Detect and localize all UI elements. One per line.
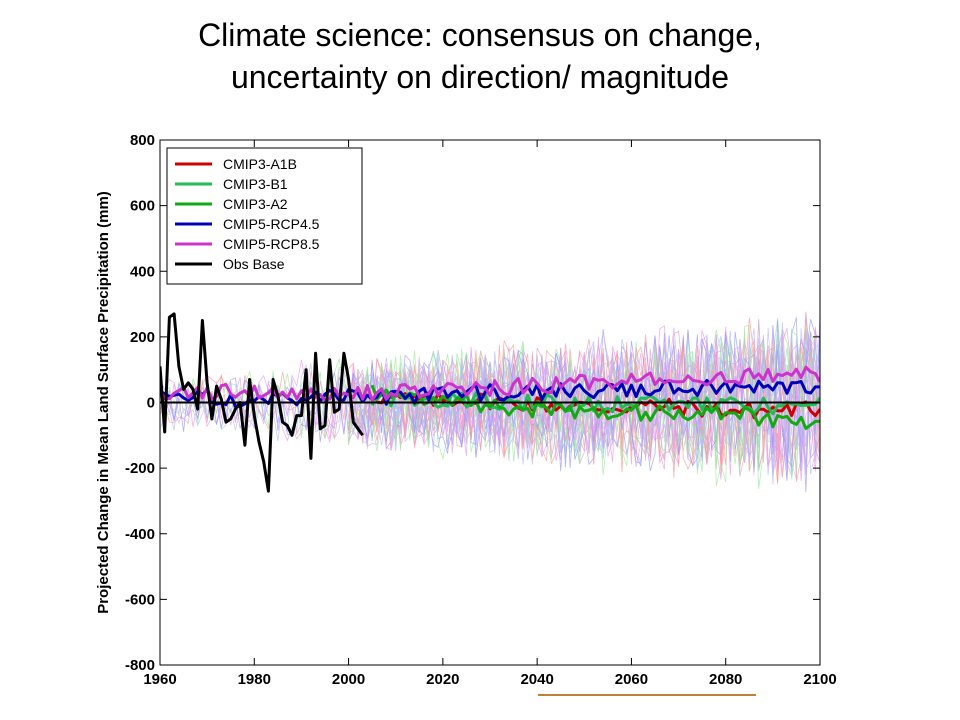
- x-tick-label: 2080: [709, 671, 742, 688]
- y-tick-label: -400: [125, 526, 155, 543]
- legend-entry: CMIP3-A1B: [223, 156, 297, 172]
- series-line-obs-base: [160, 312, 364, 493]
- x-tick-label: 2040: [520, 671, 553, 688]
- slide-title-line-1: Climate science: consensus on change,: [198, 17, 762, 53]
- x-tick-label: 2060: [615, 671, 648, 688]
- slide-title-line-2: uncertainty on direction/ magnitude: [230, 59, 730, 95]
- slide-title: Climate science: consensus on change, un…: [0, 14, 960, 98]
- x-tick-label: 1980: [238, 671, 271, 688]
- ensemble-member-line: [348, 327, 820, 467]
- legend-entry: CMIP3-B1: [223, 176, 288, 192]
- ensemble-member-line: [348, 334, 820, 482]
- x-tick-label: 2020: [426, 671, 459, 688]
- y-tick-label: 200: [130, 329, 155, 346]
- series-line-cmip3-a2: [370, 384, 820, 430]
- y-tick-label: 400: [130, 263, 155, 280]
- legend-box: [166, 147, 363, 285]
- x-tick-label: 2000: [332, 671, 365, 688]
- y-tick-label: -600: [125, 591, 155, 608]
- ensemble-member-line: [160, 321, 820, 474]
- legend-entry: Obs Base: [223, 256, 285, 272]
- y-tick-label: -200: [125, 460, 155, 477]
- legend-entry: CMIP3-A2: [223, 196, 288, 212]
- series-line-cmip5-rcp8-5: [160, 365, 820, 402]
- y-tick-label: 800: [130, 132, 155, 149]
- decorative-underline: [538, 694, 756, 696]
- series-lines: [160, 312, 820, 493]
- y-tick-label: 600: [130, 198, 155, 215]
- y-tick-label: -800: [125, 657, 155, 674]
- x-tick-label: 2100: [803, 671, 836, 688]
- legend-entry: CMIP5-RCP4.5: [223, 216, 320, 232]
- y-axis-label: Projected Change in Mean Land Surface Pr…: [95, 191, 112, 614]
- y-tick-label: 0: [147, 395, 155, 412]
- x-tick-label: 1960: [143, 671, 176, 688]
- legend-entry: CMIP5-RCP8.5: [223, 236, 320, 252]
- chart-legend: CMIP3-A1B CMIP3-B1 CMIP3-A2 CMIP5-RCP4.5 CMI…: [166, 147, 363, 285]
